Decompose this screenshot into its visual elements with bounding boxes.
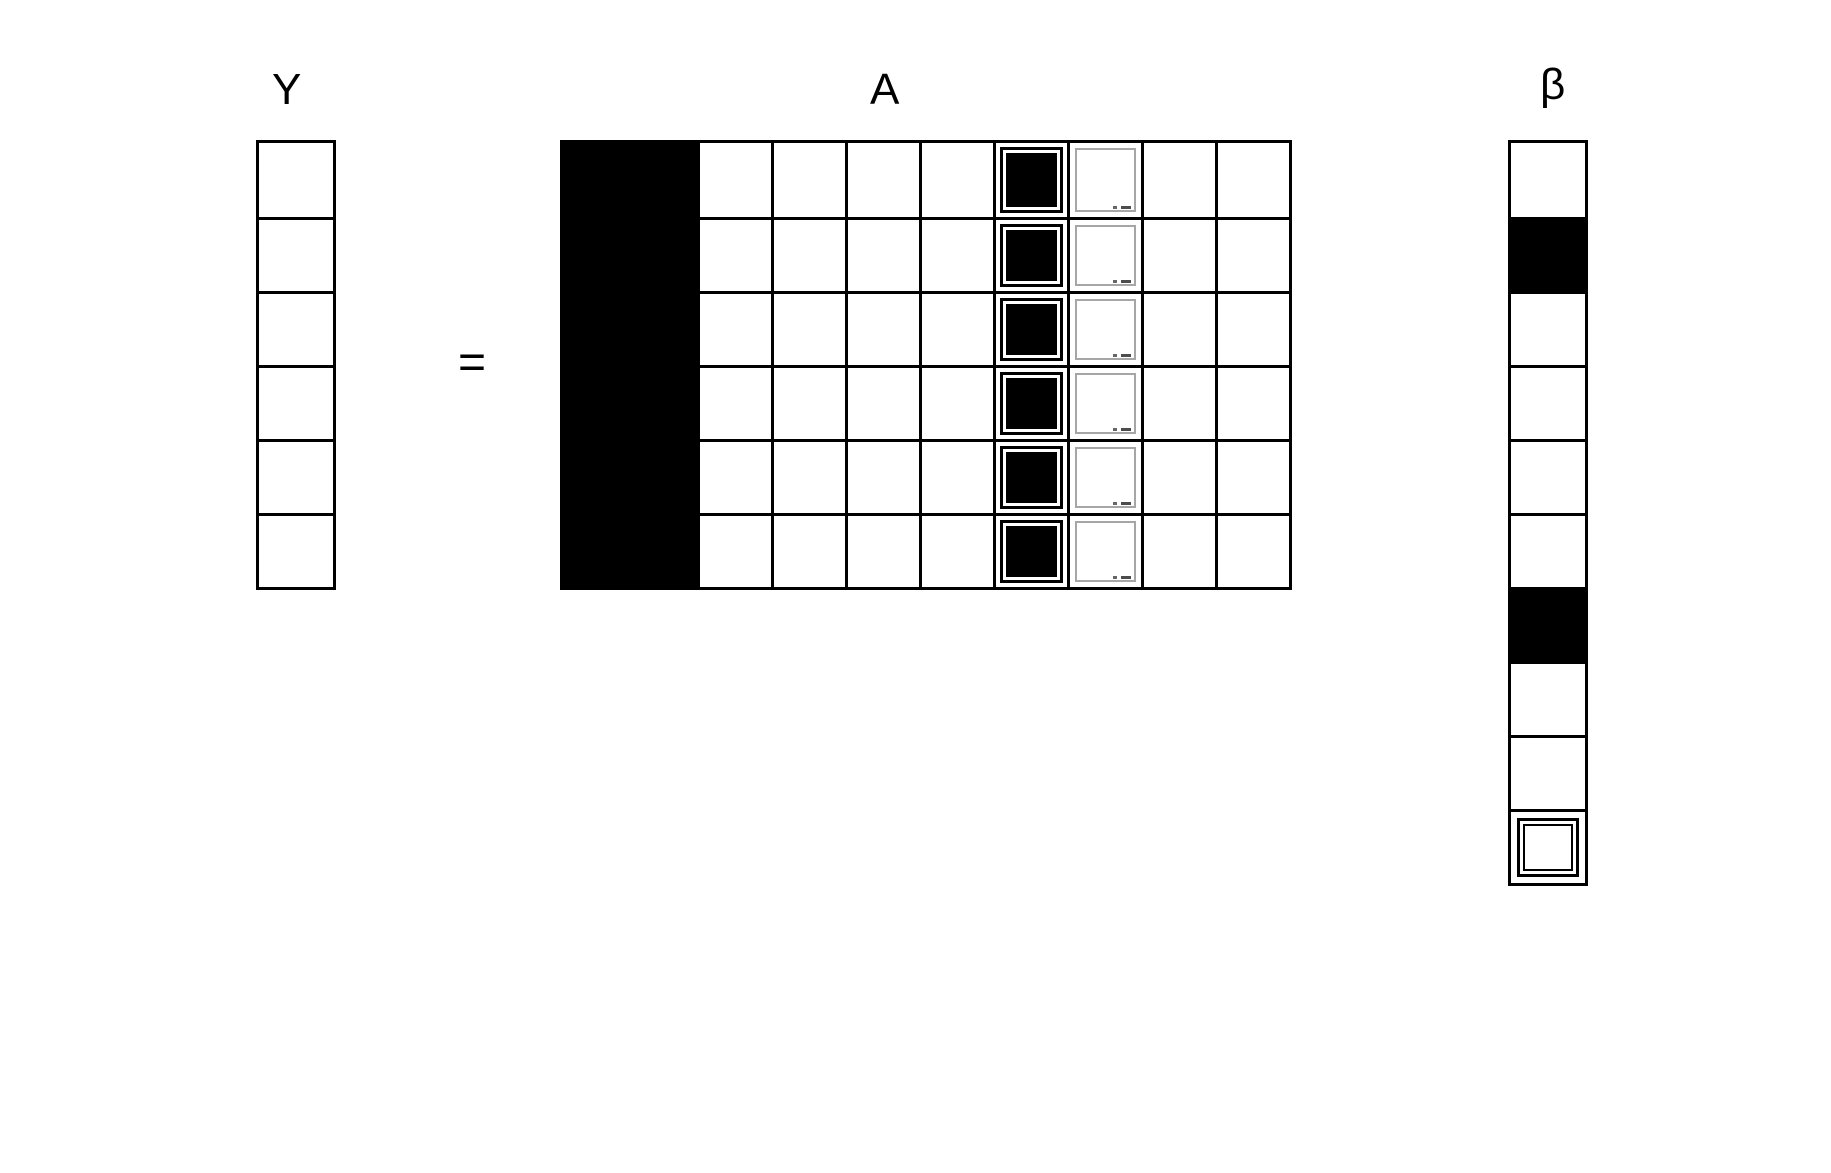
vector-cell bbox=[1511, 143, 1585, 217]
matrix-cell bbox=[996, 143, 1067, 217]
vector-cell bbox=[1511, 439, 1585, 513]
matrix-cell bbox=[922, 291, 993, 365]
vector-Y bbox=[256, 140, 336, 590]
matrix-cell bbox=[1218, 365, 1289, 439]
matrix-cell bbox=[1070, 365, 1141, 439]
vector-cell bbox=[259, 143, 333, 217]
matrix-cell bbox=[996, 513, 1067, 587]
matrix-column bbox=[1067, 143, 1141, 587]
matrix-cell bbox=[1218, 291, 1289, 365]
matrix-cell bbox=[922, 439, 993, 513]
matrix-cell bbox=[848, 217, 919, 291]
vector-cell bbox=[1511, 365, 1585, 439]
matrix-cell bbox=[1144, 217, 1215, 291]
vector-beta bbox=[1508, 140, 1588, 886]
label-A: A bbox=[870, 65, 899, 115]
matrix-cell bbox=[1144, 291, 1215, 365]
vector-cell bbox=[1511, 217, 1585, 291]
matrix-cell bbox=[1144, 365, 1215, 439]
matrix-A bbox=[560, 140, 1292, 590]
matrix-cell bbox=[922, 365, 993, 439]
matrix-cell bbox=[774, 513, 845, 587]
matrix-cell bbox=[922, 513, 993, 587]
matrix-cell bbox=[774, 217, 845, 291]
vector-cell bbox=[1511, 661, 1585, 735]
matrix-column bbox=[771, 143, 845, 587]
matrix-cell bbox=[1144, 439, 1215, 513]
matrix-cell bbox=[996, 217, 1067, 291]
matrix-cell bbox=[700, 365, 771, 439]
matrix-cell bbox=[996, 365, 1067, 439]
matrix-cell bbox=[848, 291, 919, 365]
matrix-cell bbox=[848, 513, 919, 587]
matrix-cell bbox=[1070, 143, 1141, 217]
vector-cell bbox=[259, 439, 333, 513]
matrix-column bbox=[993, 143, 1067, 587]
matrix-cell bbox=[700, 439, 771, 513]
equals-sign: = bbox=[458, 335, 486, 390]
diagram-stage: Y A β = bbox=[0, 0, 1831, 1173]
matrix-cell bbox=[700, 513, 771, 587]
vector-cell bbox=[1511, 291, 1585, 365]
matrix-cell bbox=[700, 217, 771, 291]
matrix-cell bbox=[1218, 513, 1289, 587]
matrix-cell bbox=[1218, 217, 1289, 291]
matrix-cell bbox=[774, 365, 845, 439]
matrix-cell bbox=[996, 291, 1067, 365]
matrix-column bbox=[1141, 143, 1215, 587]
vector-cell bbox=[259, 365, 333, 439]
vector-cell bbox=[1511, 513, 1585, 587]
matrix-cell bbox=[848, 143, 919, 217]
matrix-column bbox=[697, 143, 771, 587]
matrix-cell bbox=[1070, 291, 1141, 365]
vector-cell bbox=[259, 217, 333, 291]
matrix-column bbox=[919, 143, 993, 587]
label-beta: β bbox=[1540, 60, 1565, 110]
matrix-cell bbox=[1144, 513, 1215, 587]
matrix-cell bbox=[1070, 513, 1141, 587]
matrix-cell bbox=[848, 439, 919, 513]
matrix-cell bbox=[774, 143, 845, 217]
vector-cell bbox=[1511, 587, 1585, 661]
matrix-cell bbox=[1070, 439, 1141, 513]
vector-cell bbox=[1511, 735, 1585, 809]
label-Y: Y bbox=[272, 65, 301, 115]
vector-cell bbox=[1511, 809, 1585, 883]
matrix-cell bbox=[774, 439, 845, 513]
matrix-column bbox=[563, 143, 697, 587]
matrix-cell bbox=[922, 217, 993, 291]
vector-cell bbox=[259, 513, 333, 587]
matrix-cell bbox=[1144, 143, 1215, 217]
matrix-cell bbox=[774, 291, 845, 365]
matrix-cell bbox=[700, 291, 771, 365]
matrix-cell bbox=[996, 439, 1067, 513]
matrix-cell bbox=[700, 143, 771, 217]
matrix-cell bbox=[1218, 143, 1289, 217]
matrix-column bbox=[845, 143, 919, 587]
vector-cell bbox=[259, 291, 333, 365]
matrix-cell bbox=[1070, 217, 1141, 291]
matrix-column bbox=[1215, 143, 1289, 587]
matrix-cell bbox=[848, 365, 919, 439]
matrix-cell bbox=[922, 143, 993, 217]
matrix-cell bbox=[1218, 439, 1289, 513]
